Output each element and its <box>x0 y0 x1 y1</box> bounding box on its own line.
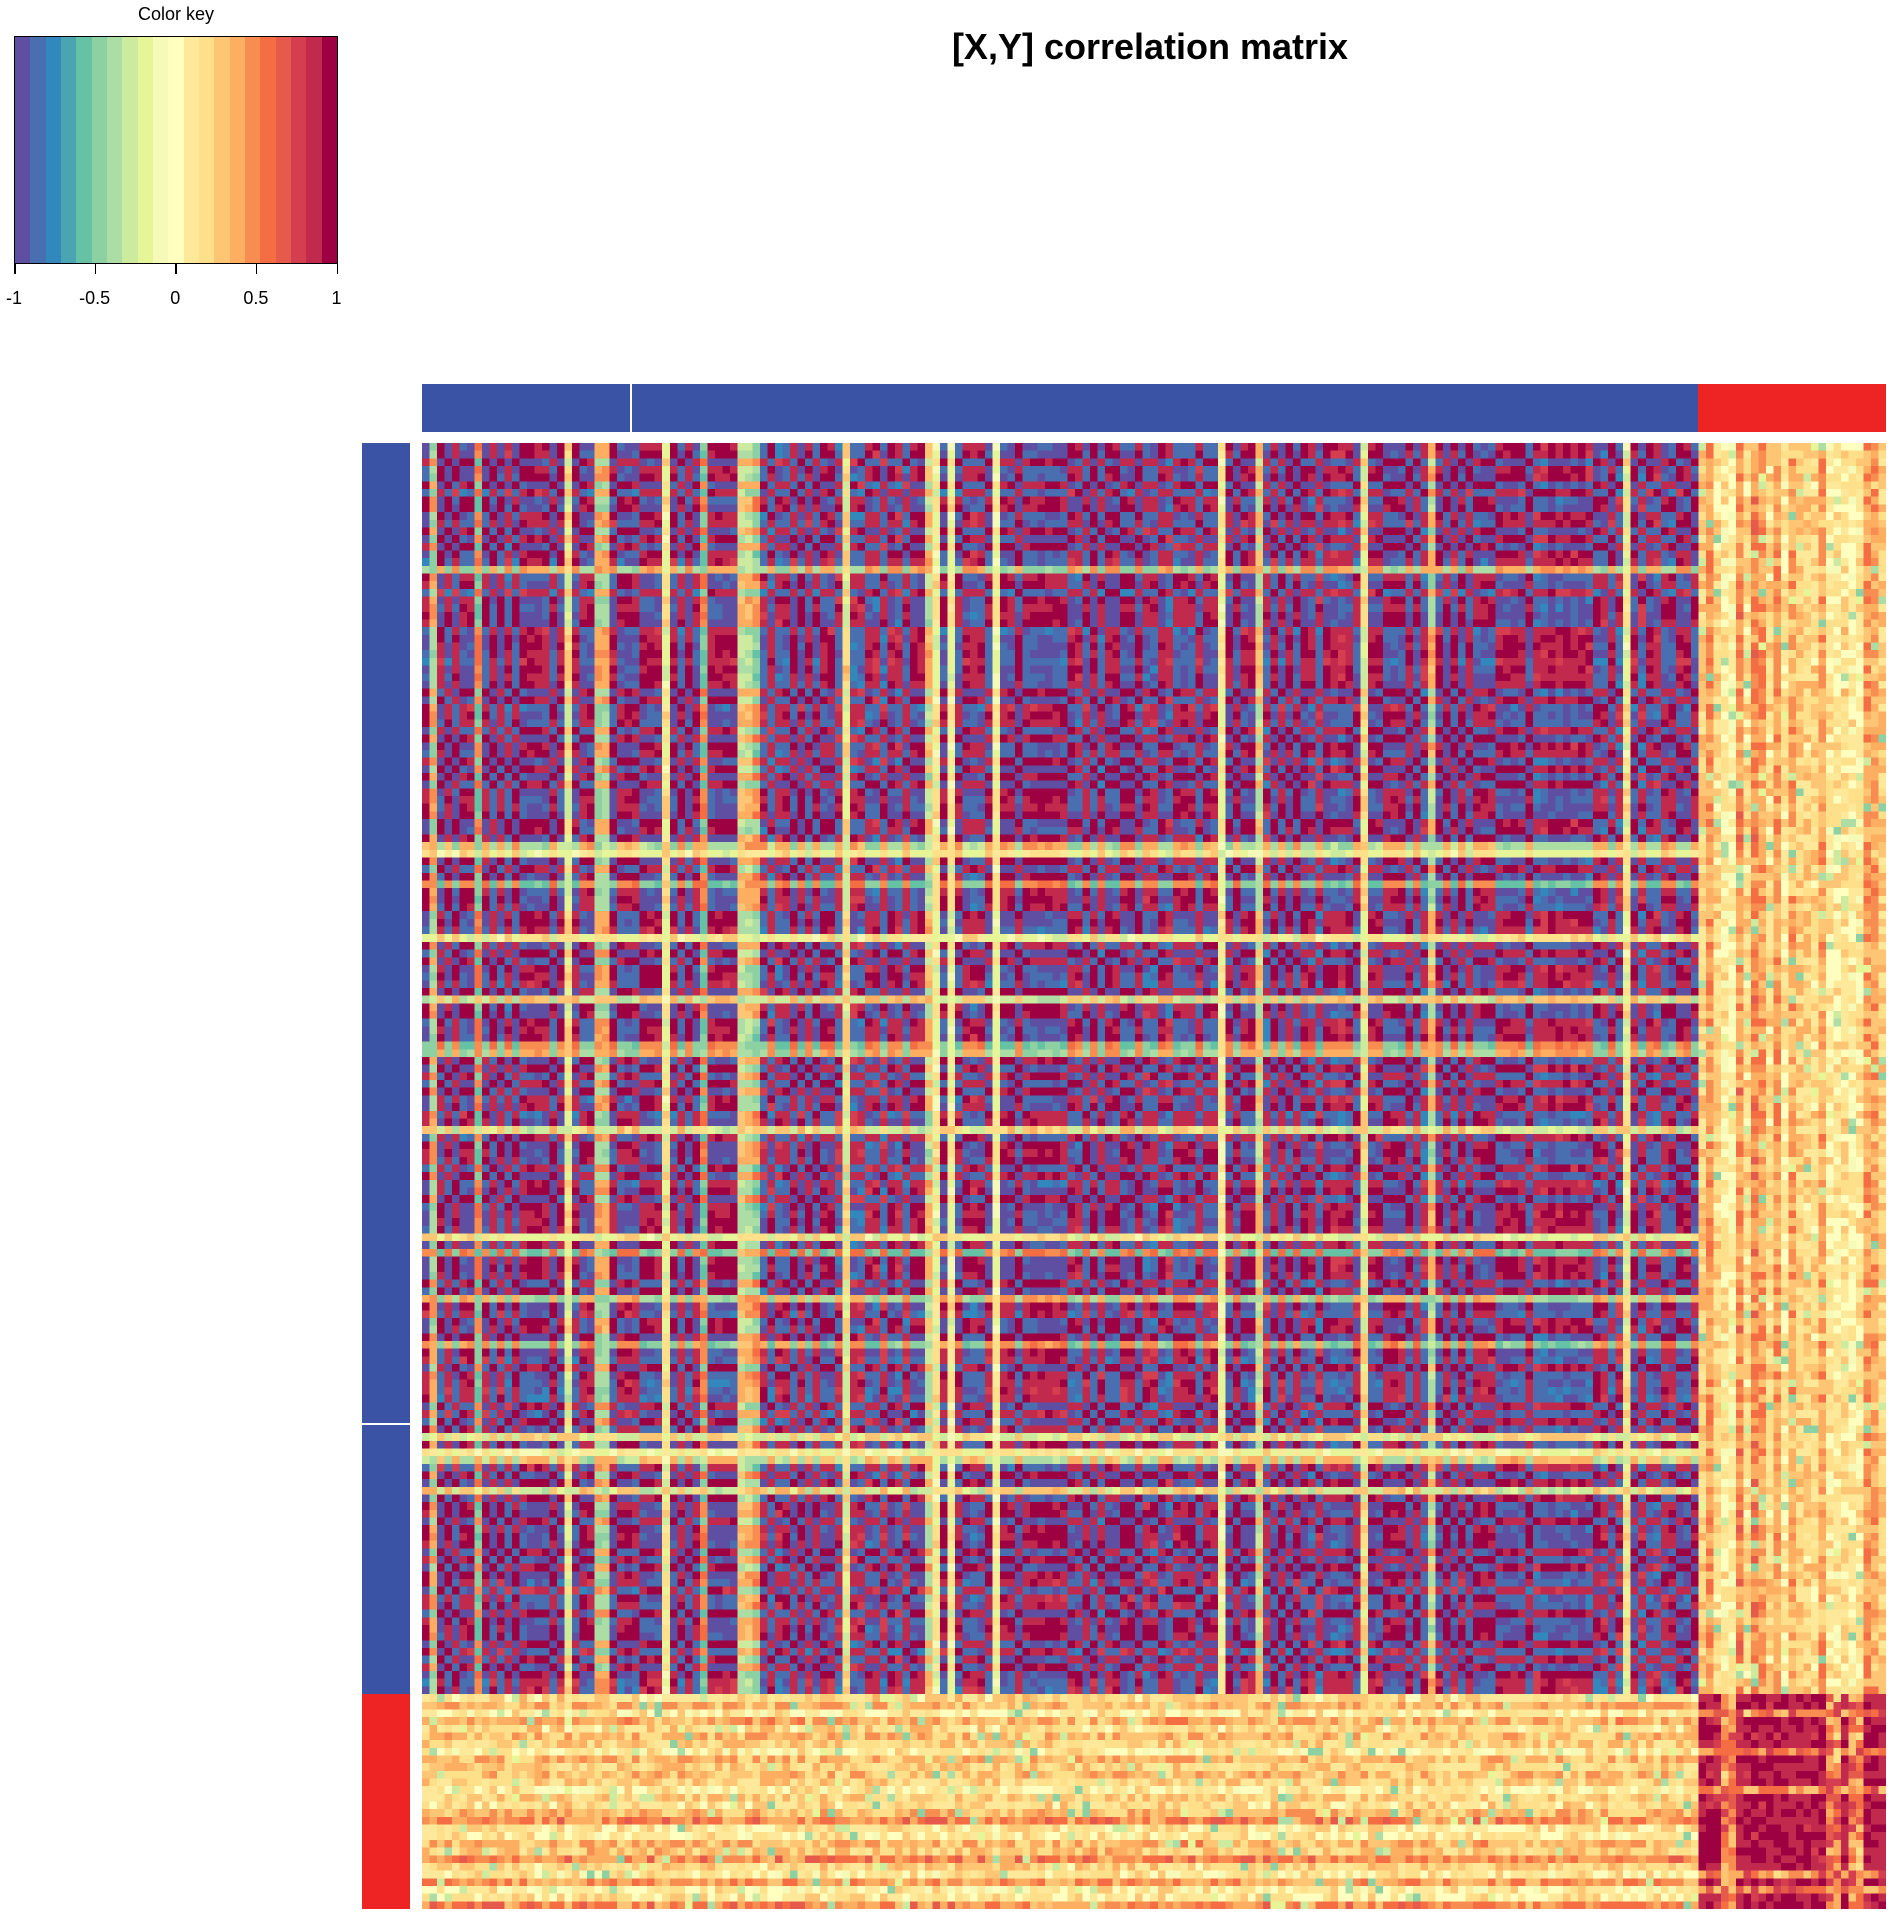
color-key-tick-label: 1 <box>331 288 342 308</box>
color-key-tick <box>94 264 97 274</box>
row-group-x <box>362 443 410 1423</box>
heatmap-cells <box>422 443 1886 1909</box>
color-key-axis: -1 -0.5 0 0.5 1 <box>6 264 342 308</box>
column-group-x <box>632 384 1698 432</box>
color-key-swatch <box>229 37 245 263</box>
correlation-heatmap <box>422 443 1886 1909</box>
color-key-swatch <box>290 37 307 263</box>
column-group-x <box>422 384 630 432</box>
column-group-annotation <box>422 384 1886 432</box>
color-key-gradient <box>14 36 338 264</box>
color-key-tick-label: 0 <box>170 288 181 308</box>
color-key-tick <box>255 264 258 274</box>
row-group-annotation <box>362 443 410 1909</box>
row-group-x <box>362 1425 410 1694</box>
row-group-y <box>362 1694 410 1909</box>
color-key-tick-label: -0.5 <box>79 288 111 308</box>
color-key-swatch <box>260 37 276 263</box>
color-key-swatch <box>60 37 77 263</box>
color-key-tick <box>14 264 16 274</box>
color-key-swatch <box>168 37 184 263</box>
color-key-tick <box>175 264 177 274</box>
color-key-tick <box>336 264 338 274</box>
color-key-swatch <box>198 37 215 263</box>
color-key-swatch <box>91 37 107 263</box>
color-key-swatch <box>106 37 123 263</box>
color-key-swatch <box>244 37 261 263</box>
color-key-swatch <box>152 37 169 263</box>
color-key-swatch <box>30 37 46 263</box>
column-group-y <box>1698 384 1886 432</box>
color-key-swatch <box>122 37 138 263</box>
chart-title: [X,Y] correlation matrix <box>951 26 1349 67</box>
color-key-swatch <box>183 37 199 263</box>
color-key-swatch <box>76 37 92 263</box>
color-key-swatch <box>137 37 153 263</box>
color-key-title: Color key <box>137 4 215 24</box>
color-key-swatch <box>214 37 230 263</box>
color-key-swatch <box>45 37 61 263</box>
color-key-tick-label: 0.5 <box>243 288 269 308</box>
color-key-swatch <box>275 37 291 263</box>
color-key-swatch <box>15 37 31 263</box>
color-key-swatch <box>306 37 322 263</box>
color-key-tick-label: -1 <box>5 288 23 308</box>
color-key-swatch <box>321 37 337 263</box>
